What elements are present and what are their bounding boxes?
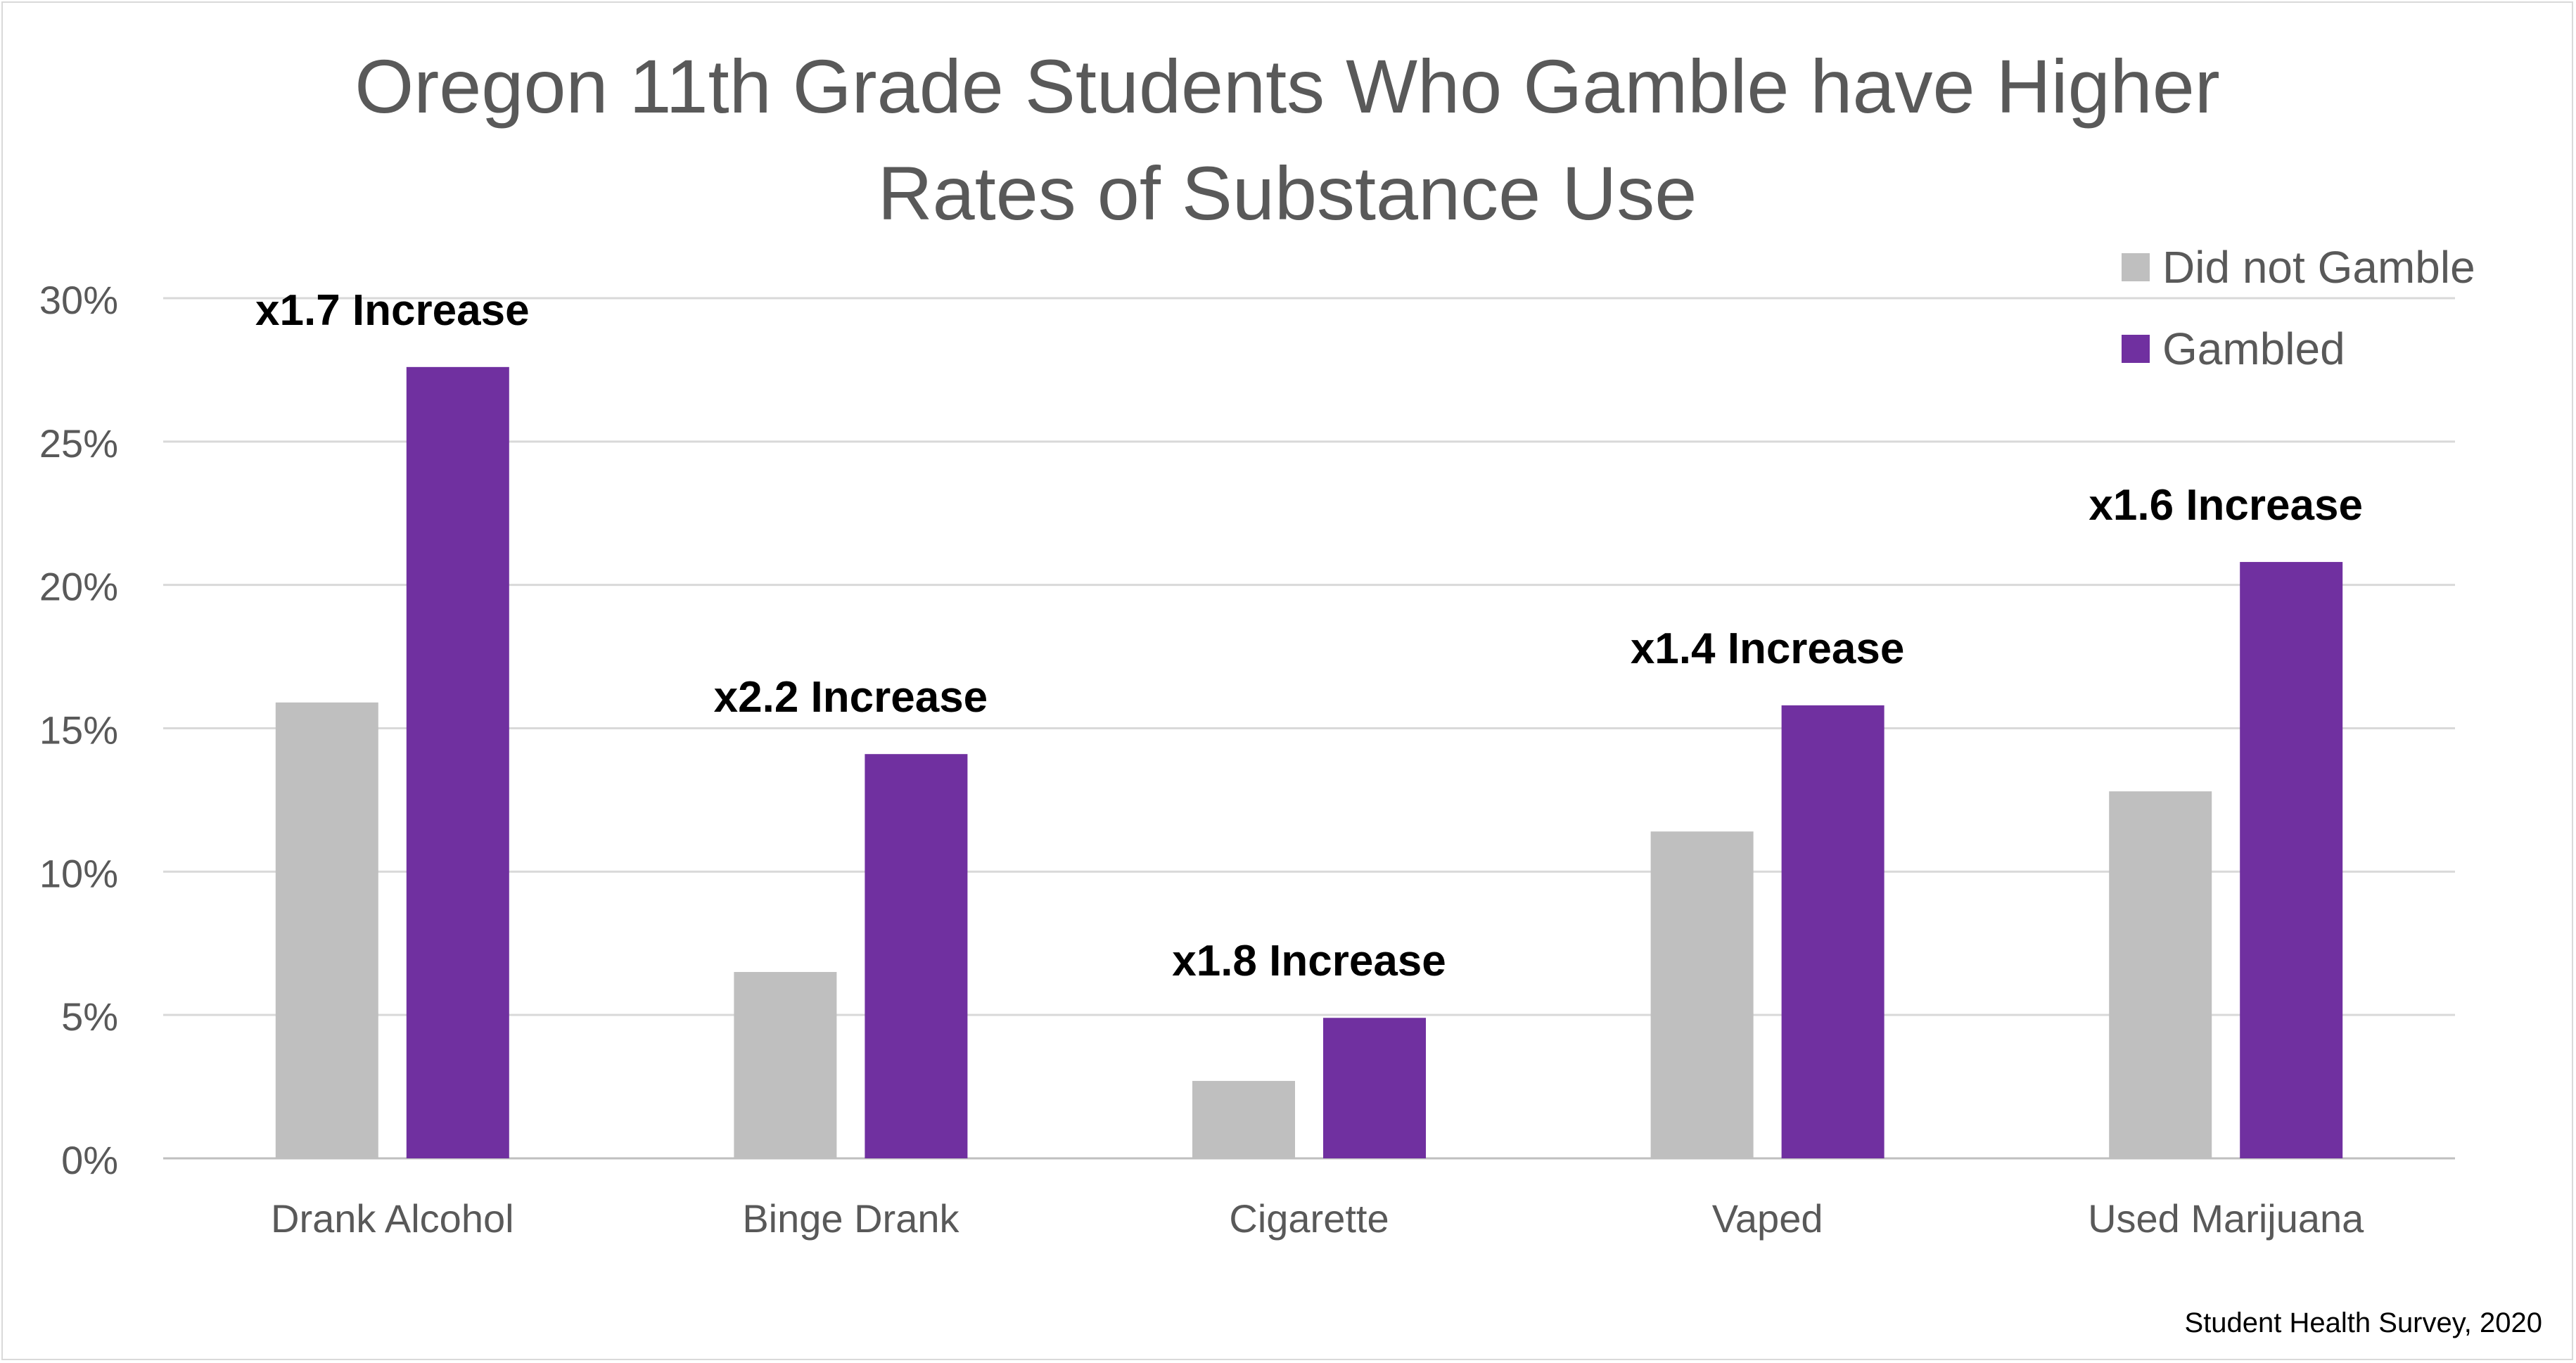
increase-annotation: x1.8 Increase: [1172, 937, 1446, 985]
chart-title-line-2: Rates of Substance Use: [877, 151, 1697, 236]
increase-annotation: x1.7 Increase: [255, 286, 530, 335]
bar-gambled: [865, 754, 968, 1158]
legend-item-did-not-gamble: Did not Gamble: [2122, 226, 2475, 308]
y-tick-label: 5%: [61, 994, 118, 1039]
y-tick-label: 10%: [39, 851, 118, 895]
y-tick-label: 15%: [39, 708, 118, 753]
x-tick-label: Used Marijuana: [2088, 1196, 2364, 1241]
x-tick-label: Vaped: [1712, 1196, 1823, 1241]
bar-did-not-gamble: [1192, 1080, 1295, 1158]
chart-title-line-1: Oregon 11th Grade Students Who Gamble ha…: [355, 44, 2220, 129]
y-tick-label: 25%: [39, 421, 118, 466]
increase-annotation: x1.4 Increase: [1631, 625, 1905, 673]
bar-gambled: [1323, 1018, 1426, 1158]
x-tick-label: Cigarette: [1229, 1196, 1389, 1241]
bar-gambled: [1781, 705, 1885, 1158]
legend-item-gambled: Gambled: [2122, 308, 2475, 390]
bar-did-not-gamble: [275, 702, 378, 1158]
increase-annotation: x2.2 Increase: [714, 673, 988, 722]
legend-swatch-gambled: [2122, 335, 2150, 363]
bar-did-not-gamble: [1650, 831, 1754, 1158]
bar-did-not-gamble: [2109, 791, 2212, 1158]
legend: Did not Gamble Gambled: [2122, 226, 2475, 390]
y-tick-label: 0%: [61, 1138, 118, 1182]
bar-gambled: [2240, 562, 2343, 1158]
legend-label-did-not-gamble: Did not Gamble: [2162, 242, 2475, 293]
y-tick-label: 30%: [39, 278, 118, 322]
bar-gambled: [406, 366, 509, 1158]
x-tick-label: Drank Alcohol: [271, 1196, 514, 1241]
x-tick-label: Binge Drank: [742, 1196, 959, 1241]
source-note: Student Health Survey, 2020: [2184, 1307, 2542, 1338]
legend-label-gambled: Gambled: [2162, 324, 2345, 374]
increase-annotation: x1.6 Increase: [2089, 481, 2363, 530]
bar-did-not-gamble: [734, 972, 837, 1158]
legend-swatch-did-not-gamble: [2122, 253, 2150, 281]
y-tick-label: 20%: [39, 565, 118, 609]
